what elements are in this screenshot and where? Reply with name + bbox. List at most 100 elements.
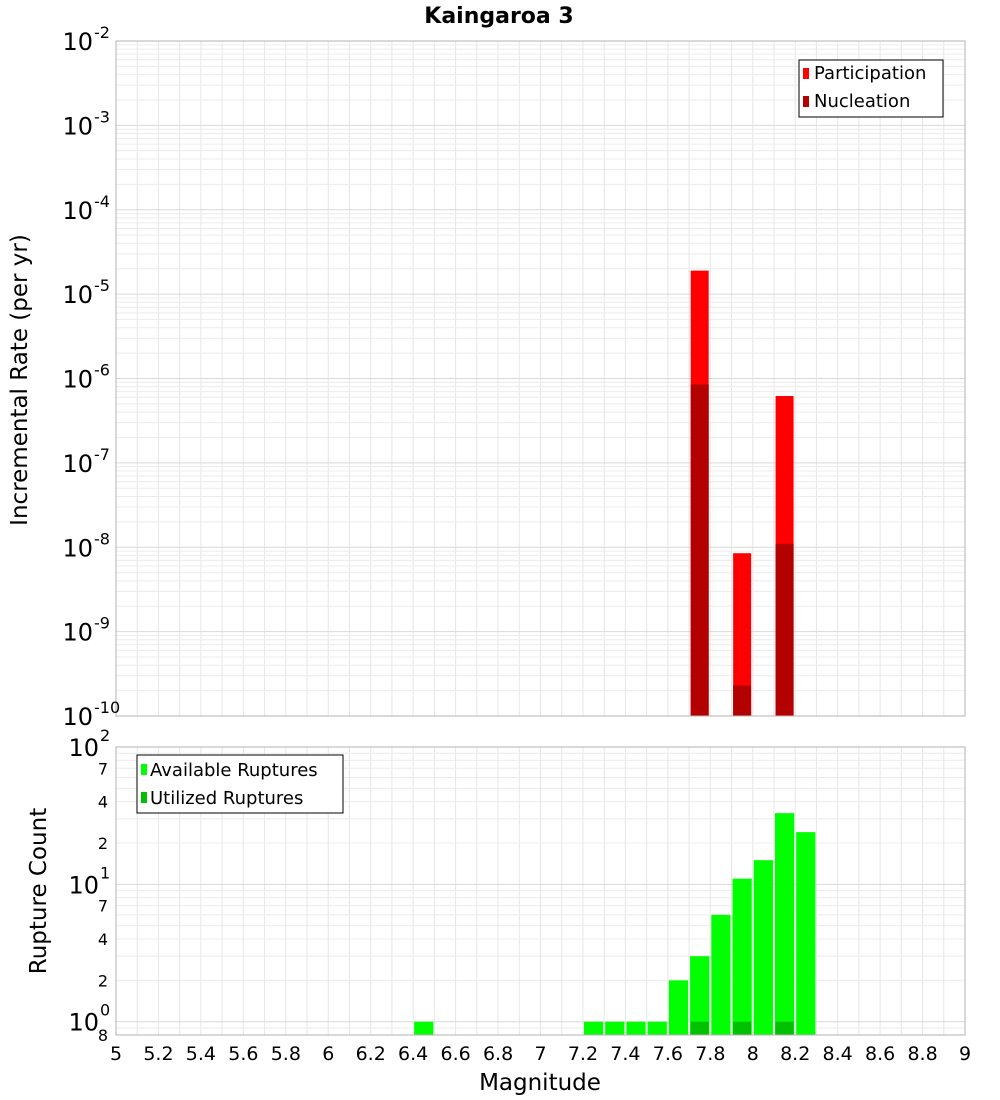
y-tick-exponent: 1 [100, 863, 110, 882]
available-ruptures-bar [732, 878, 752, 1035]
x-tick-label: 9 [959, 1043, 971, 1065]
legend-swatch-utilized [141, 792, 147, 803]
y-tick-exponent: -5 [94, 276, 110, 295]
x-tick-label: 5.4 [186, 1043, 216, 1065]
legend-box [798, 59, 944, 118]
y-tick-label: 10 1 [68, 863, 110, 899]
y-tick-base: 10 [68, 1009, 99, 1037]
rupture-plot-border [115, 746, 966, 1036]
y-tick-base: 10 [62, 703, 93, 731]
x-tick-label: 7.8 [695, 1043, 725, 1065]
y-tick-exponent: 0 [100, 1001, 110, 1020]
y-tick-label: 10 -5 [62, 276, 110, 309]
y-tick-base: 10 [68, 871, 99, 899]
y-minor-tick-label: 2 [98, 834, 108, 853]
legend-label-utilized: Utilized Ruptures [150, 788, 303, 809]
rupture-legend: Available Ruptures Utilized Ruptures [136, 754, 344, 814]
y-tick-exponent: -3 [94, 107, 110, 126]
y-minor-tick-label: 8 [98, 1026, 108, 1045]
x-tick-label: 6.8 [483, 1043, 513, 1065]
bottom-y-axis-label: Rupture Count [26, 808, 52, 974]
y-tick-label: 10 -9 [62, 614, 110, 647]
y-tick-exponent: -7 [94, 445, 110, 464]
legend-swatch-participation [803, 68, 809, 79]
nucleation-bar [775, 543, 794, 716]
available-ruptures-bar [690, 956, 710, 1035]
x-tick-label: 7.6 [653, 1043, 683, 1065]
available-ruptures-bar [668, 980, 689, 1035]
x-tick-label: 5 [110, 1043, 122, 1065]
y-tick-base: 10 [62, 281, 93, 309]
x-tick-label: 6 [322, 1043, 334, 1065]
x-tick-label: 5.8 [271, 1043, 301, 1065]
y-tick-base: 10 [62, 112, 93, 140]
utilized-ruptures-bar [775, 1021, 794, 1035]
x-tick-label: 8.6 [865, 1043, 895, 1065]
utilized-ruptures-bar [690, 1021, 709, 1035]
y-tick-label: 10 -6 [62, 361, 110, 394]
x-tick-label: 8.4 [823, 1043, 853, 1065]
legend-label-available: Available Ruptures [150, 760, 318, 781]
y-tick-exponent: -2 [94, 23, 110, 42]
y-tick-label: 10 -10 [62, 698, 120, 731]
legend-box [136, 754, 344, 814]
chart-title: Kaingaroa 3 [424, 4, 573, 29]
legend-label-nucleation: Nucleation [814, 91, 910, 112]
available-ruptures-bar [711, 914, 731, 1035]
top-y-axis-label: Incremental Rate (per yr) [7, 234, 33, 526]
x-axis-label: Magnitude [479, 1070, 601, 1096]
y-tick-label: 10 2 [68, 726, 110, 762]
y-minor-tick-label: 7 [98, 759, 108, 778]
legend-label-participation: Participation [814, 63, 926, 84]
x-tick-label: 8 [747, 1043, 759, 1065]
available-ruptures-bar [414, 1021, 434, 1035]
rate-panel: 10-210-310-410-510-610-710-810-910-10 [62, 23, 966, 731]
available-ruptures-bar [774, 813, 795, 1035]
x-tick-label: 8.8 [907, 1043, 937, 1065]
y-tick-label: 10 0 [68, 1001, 110, 1037]
y-tick-exponent: -4 [94, 192, 110, 211]
y-tick-base: 10 [62, 366, 93, 394]
y-tick-label: 10 -8 [62, 529, 110, 562]
y-minor-tick-label: 4 [98, 930, 108, 949]
x-tick-label: 5.2 [143, 1043, 173, 1065]
y-tick-base: 10 [62, 450, 93, 478]
y-tick-label: 10 -7 [62, 445, 110, 478]
legend-swatch-nucleation [803, 96, 809, 107]
y-tick-label: 10 -4 [62, 192, 110, 225]
available-ruptures-bar [605, 1021, 625, 1035]
x-tick-label: 8.2 [780, 1043, 810, 1065]
x-tick-label: 7.4 [610, 1043, 640, 1065]
x-tick-label: 7.2 [568, 1043, 598, 1065]
x-tick-label: 6.4 [398, 1043, 428, 1065]
y-minor-tick-label: 4 [98, 793, 108, 812]
y-tick-base: 10 [62, 28, 93, 56]
y-tick-base: 10 [68, 734, 99, 762]
nucleation-bar [733, 685, 752, 716]
y-tick-base: 10 [62, 619, 93, 647]
rate-plot-border [115, 40, 966, 717]
x-tick-label: 6.2 [356, 1043, 386, 1065]
y-tick-exponent: -6 [94, 361, 110, 380]
y-tick-exponent: -10 [94, 698, 120, 717]
x-axis-ticks: 5 5.2 5.4 5.6 5.8 6 6.2 6.4 6.6 6.8 7 7.2 7.4 7.6 7.8 8… [110, 1043, 971, 1065]
y-tick-exponent: -8 [94, 529, 110, 548]
y-minor-tick-label: 2 [98, 971, 108, 990]
y-tick-base: 10 [62, 197, 93, 225]
x-tick-label: 5.6 [228, 1043, 258, 1065]
available-ruptures-bar [753, 860, 773, 1035]
participation-bar [733, 553, 752, 716]
y-tick-label: 10 -2 [62, 23, 110, 56]
y-tick-label: 10 -3 [62, 107, 110, 140]
x-tick-label: 7 [534, 1043, 546, 1065]
available-ruptures-bar [626, 1021, 646, 1035]
available-ruptures-bar [796, 832, 816, 1035]
y-tick-exponent: 2 [100, 726, 110, 745]
utilized-ruptures-bar [733, 1021, 752, 1035]
rate-legend: Participation Nucleation [798, 59, 944, 118]
available-ruptures-bar [647, 1021, 667, 1035]
x-tick-label: 6.6 [440, 1043, 470, 1065]
legend-swatch-available [141, 764, 147, 775]
y-minor-tick-label: 7 [98, 897, 108, 916]
